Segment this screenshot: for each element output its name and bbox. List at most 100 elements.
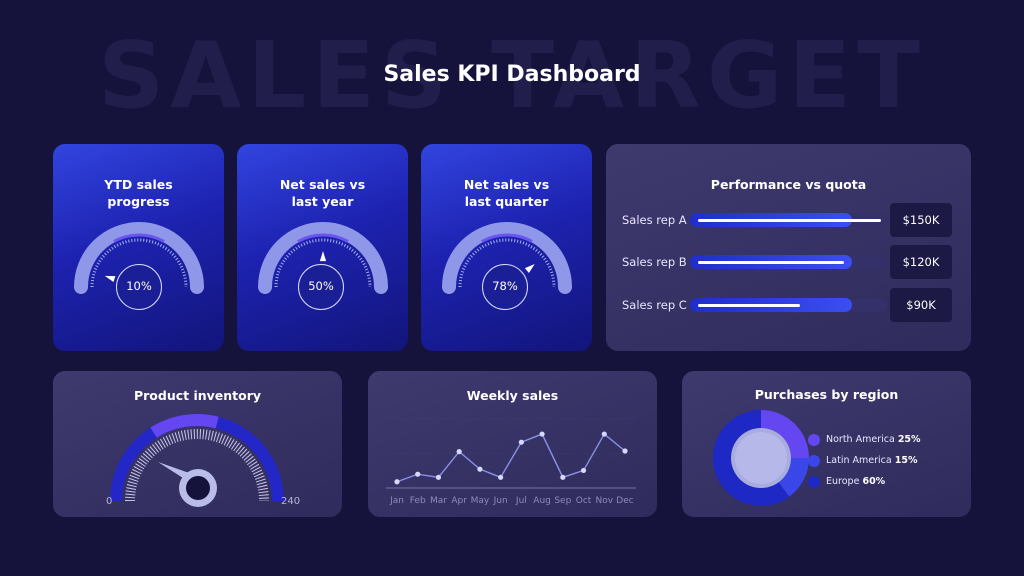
data-point-sep [560,474,566,480]
inventory-card[interactable]: Product inventory 0 240 [53,371,342,517]
legend-dot-north-america [808,434,820,446]
performance-card[interactable]: Performance vs quota Sales rep A $150K S… [606,144,971,351]
x-tick-label-aug: Aug [533,496,551,506]
legend-name: North America [826,434,895,445]
performance-title: Performance vs quota [710,177,867,192]
x-tick-label-jul: Jul [515,496,527,506]
donut-slice-latin-america [778,457,809,497]
x-tick-label-jun: Jun [493,496,508,506]
perf-value-badge: $150K [890,203,952,237]
region-title: Purchases by region [754,387,899,402]
gauge-title-line1: Net sales vs [463,177,550,192]
gauge-needle-icon [319,251,327,262]
gauge-card-ytd-sales[interactable]: YTD sales progress 10% [53,144,224,351]
series-line [396,432,626,483]
gauge-title-line2: progress [107,194,170,209]
donut-slice-north-america [760,410,809,459]
data-point-jan [394,479,400,485]
gauge-highlight-arc [297,233,349,243]
perf-value-badge: $90K [890,288,952,322]
perf-bar-line [698,261,844,264]
weekly-sales-chart: Jan Feb Mar Apr May Jun Jul Aug Sep Oct Nov Dec [386,418,636,506]
gauge-needle-icon [104,275,116,282]
gauge-needle-icon [524,264,535,273]
x-tick-label-nov: Nov [595,496,613,506]
x-tick-label-sep: Sep [554,496,571,506]
legend-name: Latin America [826,455,892,466]
weekly-sales-card[interactable]: Weekly sales Jan Feb Mar Apr May Jun Jul Aug Sep… [368,371,657,517]
inventory-gauge [110,414,284,507]
gauge-value-label: 10% [116,264,162,310]
weekly-sales-title: Weekly sales [466,388,559,403]
gauge-graphic [74,222,204,294]
gauge-title-line1: YTD sales [104,177,173,192]
perf-bar-line [698,219,882,222]
legend-dot-latin-america [808,455,820,467]
x-tick-label-mar: Mar [430,496,447,506]
donut-center-inner [735,432,787,484]
data-point-jul [518,439,524,445]
gauge-outer-ring [258,222,388,294]
gauge-highlight-arc [113,233,165,243]
legend-dot-europe [808,476,820,488]
gauge-card-title: YTD sales progress [53,176,224,210]
perf-bar-line [698,304,801,307]
inventory-tick-ring [125,429,269,502]
gauge-title-line2: last quarter [464,194,549,209]
gauge-tick-ring [274,238,372,288]
page-title: Sales KPI Dashboard [383,62,641,87]
legend-item-latin-america: Latin America 15% [808,455,918,467]
gauge-card-net-sales-last-year[interactable]: Net sales vs last year 50% [237,144,408,351]
gauge-tick-ring [458,238,556,288]
legend-item-north-america: North America 25% [808,434,921,446]
gauge-outer-ring [74,222,204,294]
x-tick-label-jan: Jan [389,496,404,506]
gauge-graphic [442,222,572,294]
x-tick-label-may: May [471,496,490,506]
watermark-text: SALES TARGET [98,22,926,129]
data-point-mar [435,474,442,480]
data-point-apr [456,449,462,455]
data-point-nov [601,431,607,437]
gauge-value-label: 78% [482,264,528,310]
perf-rep-label: Sales rep C [622,298,687,312]
x-tick-label-feb: Feb [410,496,426,506]
inventory-max-label: 240 [281,496,301,507]
data-point-jun [498,474,504,480]
data-point-aug [539,431,545,437]
inventory-min-label: 0 [106,496,113,507]
inventory-hub-center [186,476,210,500]
legend-pct: 25% [897,434,921,445]
data-point-feb [415,471,421,477]
region-card[interactable]: Purchases by region North America 25% La… [682,371,971,517]
perf-value-badge: $120K [890,245,952,279]
x-tick-label-apr: Apr [451,496,467,506]
gauge-title-line2: last year [291,194,354,209]
gauge-tick-ring [90,238,188,288]
legend-pct: 15% [894,455,918,466]
perf-rep-label: Sales rep A [622,213,687,227]
gauge-card-net-sales-last-quarter[interactable]: Net sales vs last quarter 78% [421,144,592,351]
legend-pct: 60% [862,476,886,487]
donut-slice-europe [713,410,790,506]
legend-item-europe: Europe 60% [808,476,886,488]
perf-bar-track [690,255,887,269]
data-point-may [477,466,483,472]
gauge-value-label: 50% [298,264,344,310]
gauge-title-line1: Net sales vs [279,177,366,192]
x-tick-label-dec: Dec [616,496,633,506]
inventory-title: Product inventory [133,388,262,403]
gauge-outer-ring [442,222,572,294]
perf-bar-track [690,298,887,312]
legend-name: Europe [826,476,860,487]
x-tick-label-oct: Oct [576,496,592,506]
gauge-card-title: Net sales vs last year [237,176,408,210]
gauge-graphic [258,222,388,294]
data-point-dec [622,448,628,454]
gauge-card-title: Net sales vs last quarter [421,176,592,210]
perf-bar-track [690,213,887,227]
gauge-highlight-arc [481,233,533,243]
region-donut-chart [713,410,809,506]
data-point-oct [580,467,587,474]
inventory-highlight-arc [150,414,219,438]
